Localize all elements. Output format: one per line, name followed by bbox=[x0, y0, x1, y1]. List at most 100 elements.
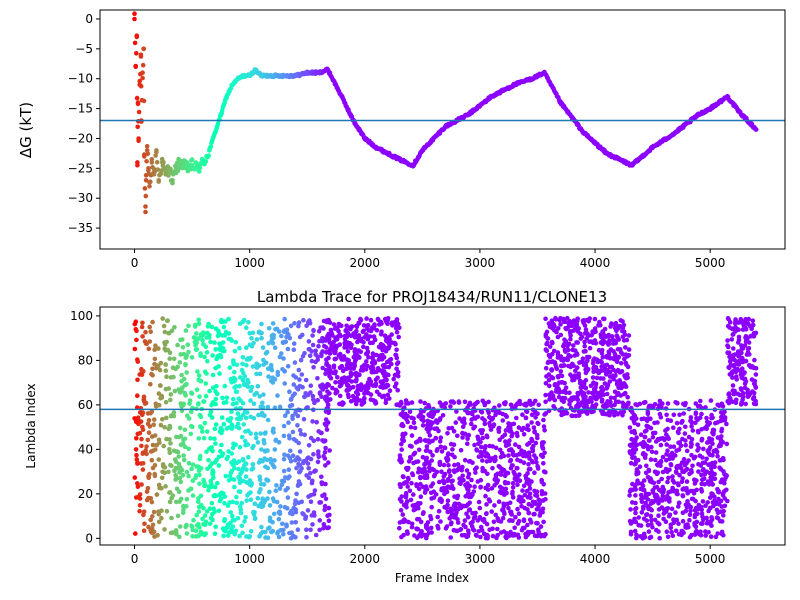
data-point bbox=[403, 518, 409, 524]
data-point bbox=[146, 430, 152, 436]
data-point bbox=[298, 357, 304, 363]
data-point bbox=[335, 325, 340, 330]
data-point bbox=[563, 385, 569, 391]
data-point bbox=[298, 431, 304, 437]
data-point bbox=[516, 518, 522, 524]
data-point bbox=[146, 418, 152, 423]
data-point bbox=[658, 436, 663, 442]
data-point bbox=[648, 513, 654, 519]
data-point bbox=[567, 319, 573, 324]
data-point bbox=[326, 518, 332, 523]
data-point bbox=[167, 490, 172, 495]
data-point bbox=[654, 484, 660, 490]
data-point bbox=[195, 369, 200, 374]
data-point bbox=[671, 444, 677, 450]
data-point bbox=[147, 184, 152, 189]
data-point bbox=[166, 330, 171, 336]
data-point bbox=[168, 441, 173, 446]
data-point bbox=[443, 124, 448, 129]
data-point bbox=[491, 519, 497, 525]
data-point bbox=[499, 451, 505, 456]
data-point bbox=[461, 416, 467, 422]
data-point bbox=[470, 519, 476, 524]
data-point bbox=[628, 521, 634, 526]
y-tick-label: −15 bbox=[68, 102, 93, 116]
data-point bbox=[548, 395, 553, 401]
data-point bbox=[220, 427, 225, 433]
data-point bbox=[324, 319, 329, 325]
data-point bbox=[623, 345, 628, 350]
data-point bbox=[306, 455, 311, 461]
data-point bbox=[282, 316, 288, 322]
data-point bbox=[282, 381, 288, 386]
data-point bbox=[694, 478, 699, 483]
data-point bbox=[310, 419, 315, 424]
data-point bbox=[693, 411, 699, 417]
data-point bbox=[221, 533, 226, 539]
data-point bbox=[636, 515, 641, 520]
data-point bbox=[190, 478, 196, 484]
data-point bbox=[752, 401, 757, 407]
data-point bbox=[275, 372, 281, 378]
data-point bbox=[535, 466, 541, 471]
data-point bbox=[133, 447, 139, 452]
data-point bbox=[173, 477, 178, 482]
data-point bbox=[377, 392, 382, 397]
data-point bbox=[293, 438, 299, 444]
data-point bbox=[750, 322, 756, 328]
data-point bbox=[489, 486, 495, 491]
data-point bbox=[297, 463, 303, 468]
data-point bbox=[229, 409, 234, 415]
data-point bbox=[565, 315, 570, 321]
data-point bbox=[238, 471, 243, 477]
data-point bbox=[167, 356, 172, 362]
data-point bbox=[238, 510, 244, 516]
data-point bbox=[632, 455, 637, 460]
data-point bbox=[323, 345, 329, 350]
data-point bbox=[306, 466, 312, 471]
data-point bbox=[156, 391, 162, 396]
data-point bbox=[475, 434, 481, 440]
data-point bbox=[673, 528, 679, 534]
data-point bbox=[698, 398, 703, 404]
lambda-x-axis: 0 1000 2000 3000 4000 5000 bbox=[131, 545, 725, 566]
data-point bbox=[451, 528, 457, 533]
data-point bbox=[465, 491, 471, 497]
data-point bbox=[564, 343, 569, 348]
data-point bbox=[183, 328, 189, 333]
data-point bbox=[133, 419, 139, 424]
data-point bbox=[361, 400, 367, 405]
data-point bbox=[214, 383, 219, 389]
data-point bbox=[250, 330, 256, 336]
data-point bbox=[644, 463, 649, 469]
data-point bbox=[192, 324, 198, 329]
data-point bbox=[646, 438, 652, 443]
data-point bbox=[353, 401, 359, 407]
data-point bbox=[702, 482, 707, 487]
data-point bbox=[515, 474, 520, 480]
data-point bbox=[277, 486, 283, 491]
data-point bbox=[272, 345, 278, 351]
data-point bbox=[352, 347, 358, 352]
data-point bbox=[712, 476, 718, 482]
data-point bbox=[335, 375, 340, 380]
data-point bbox=[529, 446, 535, 451]
data-point bbox=[740, 397, 745, 403]
data-point bbox=[514, 415, 519, 421]
data-point bbox=[472, 415, 477, 420]
data-point bbox=[399, 441, 404, 447]
data-point bbox=[652, 420, 657, 426]
data-point bbox=[472, 442, 477, 448]
data-point bbox=[543, 347, 549, 352]
data-point bbox=[519, 504, 524, 509]
data-point bbox=[688, 508, 693, 513]
data-point bbox=[387, 388, 393, 394]
data-point bbox=[680, 436, 685, 442]
data-point bbox=[270, 375, 275, 381]
data-point bbox=[306, 339, 312, 344]
data-point bbox=[158, 422, 164, 428]
data-point bbox=[352, 364, 357, 369]
data-point bbox=[230, 517, 236, 523]
data-point bbox=[287, 530, 292, 536]
data-point bbox=[407, 488, 413, 494]
